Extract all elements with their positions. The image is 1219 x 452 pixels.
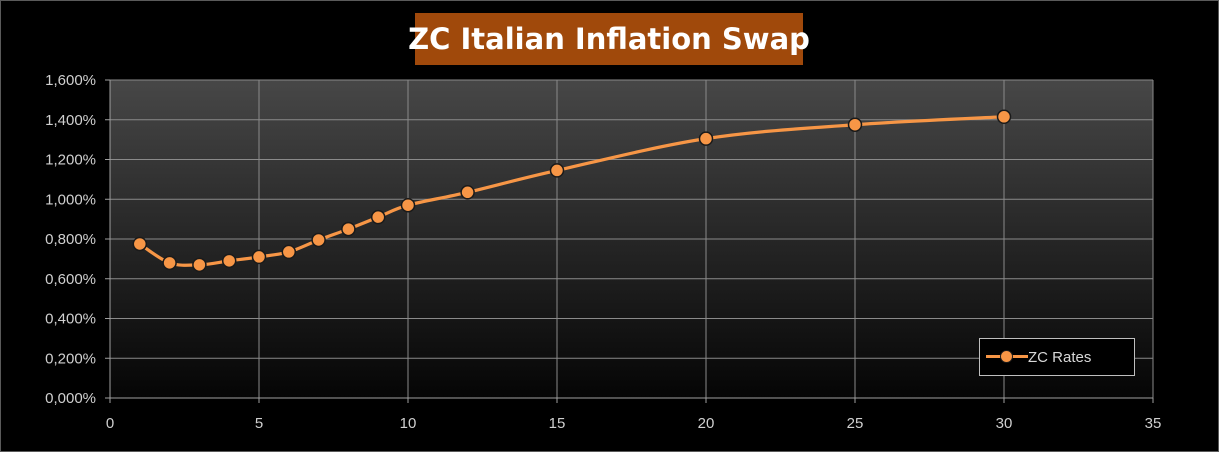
data-point — [341, 221, 356, 237]
y-tick-label: 1,000% — [45, 191, 96, 208]
x-tick-label: 15 — [549, 415, 566, 432]
y-tick-label: 0,200% — [45, 350, 96, 367]
data-point — [251, 249, 267, 265]
data-point — [996, 109, 1012, 125]
x-tick-label: 10 — [400, 415, 417, 432]
legend-label: ZC Rates — [1028, 348, 1092, 366]
x-tick-label: 5 — [255, 415, 263, 432]
y-tick-label: 0,000% — [45, 390, 96, 407]
data-point — [549, 163, 565, 178]
data-point — [311, 232, 326, 248]
x-tick-label: 0 — [106, 415, 114, 432]
data-point — [400, 197, 416, 213]
chart-title: ZC Italian Inflation Swap — [408, 22, 810, 56]
x-tick-label: 20 — [698, 415, 715, 432]
data-point — [698, 131, 714, 146]
y-tick-label: 1,200% — [45, 152, 96, 169]
x-tick-label: 35 — [1145, 415, 1162, 432]
data-point — [221, 253, 237, 269]
legend-marker-icon — [984, 347, 1030, 367]
data-point — [847, 117, 863, 132]
x-tick-label: 30 — [996, 415, 1013, 432]
legend: ZC Rates — [979, 338, 1135, 376]
y-tick-label: 0,800% — [45, 231, 96, 248]
data-point — [192, 257, 207, 273]
chart-title-box: ZC Italian Inflation Swap — [408, 13, 810, 65]
data-point — [132, 236, 148, 252]
y-tick-label: 0,600% — [45, 271, 96, 288]
data-point — [281, 244, 297, 260]
y-tick-label: 0,400% — [45, 311, 96, 328]
y-tick-label: 1,400% — [45, 112, 96, 129]
data-point — [162, 255, 177, 271]
data-point — [370, 209, 386, 225]
data-point — [460, 185, 475, 200]
x-tick-label: 25 — [847, 415, 864, 432]
y-tick-label: 1,600% — [45, 72, 96, 89]
